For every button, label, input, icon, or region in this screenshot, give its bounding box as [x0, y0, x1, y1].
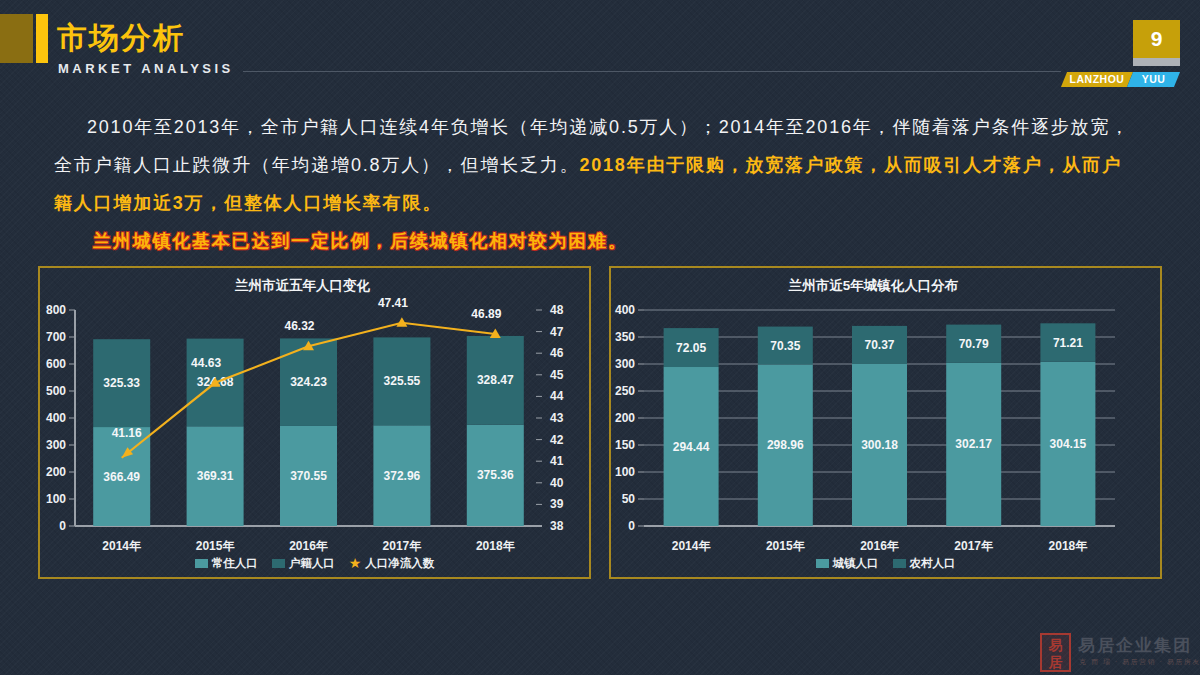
- company-name: 易居企业集团: [1078, 634, 1192, 657]
- y-axis-label: 250: [615, 384, 635, 398]
- y2-axis-label: 39: [550, 497, 564, 511]
- legend-item: 城镇人口: [816, 556, 879, 571]
- category-label: 2016年: [860, 539, 899, 553]
- bar-value-label: 366.49: [103, 470, 140, 484]
- bar-value-label: 372.96: [384, 469, 421, 483]
- y-axis-label: 50: [622, 492, 636, 506]
- category-label: 2016年: [289, 539, 328, 553]
- bar-value-label: 370.55: [290, 469, 327, 483]
- y2-axis-label: 46: [550, 346, 564, 360]
- bar-value-label: 302.17: [955, 437, 992, 451]
- bar-value-label: 324.23: [290, 375, 327, 389]
- slide: 市场分析 MARKET ANALYSIS 9 LANZHOU YUU 2010年…: [0, 0, 1200, 675]
- y-axis-label: 100: [46, 492, 66, 506]
- chart-legend: 城镇人口农村人口: [611, 556, 1160, 571]
- legend-item: 农村人口: [893, 556, 956, 571]
- chart-title: 兰州市近五年人口变化: [234, 277, 371, 293]
- legend-swatch-icon: [272, 559, 285, 568]
- chart-legend: 常住人口户籍人口 ★人口净流入数: [40, 556, 589, 571]
- y-axis-label: 700: [46, 330, 66, 344]
- legend-swatch-icon: [893, 559, 906, 568]
- legend-item: 常住人口: [195, 556, 258, 571]
- y-axis-label: 100: [615, 465, 635, 479]
- chart-panel-population-change: 兰州市近五年人口变化 0 100 200 300 400 500 600 700 800 38 39 4…: [38, 266, 591, 579]
- company-seal-icon: 易居: [1040, 633, 1071, 672]
- line-marker: [396, 317, 407, 327]
- intro-line-3: 籍人口增加近3万，但整体人口增长率有限。: [54, 184, 1144, 222]
- bar-value-label: 70.79: [959, 337, 989, 351]
- bar-value-label: 375.36: [477, 468, 514, 482]
- bar-value-label: 72.05: [676, 341, 706, 355]
- y-axis-label: 400: [615, 303, 635, 317]
- bar-value-label: 300.18: [861, 438, 898, 452]
- y2-axis-label: 44: [550, 389, 564, 403]
- category-label: 2015年: [196, 539, 235, 553]
- line-value-label: 44.63: [191, 356, 221, 370]
- page-title: 市场分析: [57, 18, 185, 59]
- y2-axis-label: 40: [550, 476, 564, 490]
- badge-lanzhou: LANZHOU: [1061, 72, 1133, 87]
- legend-item: 户籍人口: [272, 556, 335, 571]
- category-label: 2014年: [102, 539, 141, 553]
- y-axis-label: 300: [46, 438, 66, 452]
- intro-line-4: 兰州城镇化基本已达到一定比例，后续城镇化相对较为困难。: [93, 222, 1144, 260]
- y-axis-label: 300: [615, 357, 635, 371]
- intro-line-2: 全市户籍人口止跌微升（年均递增0.8万人），但增长乏力。2018年由于限购，放宽…: [54, 146, 1144, 184]
- y-axis-label: 500: [46, 384, 66, 398]
- intro-paragraph: 2010年至2013年，全市户籍人口连续4年负增长（年均递减0.5万人）；201…: [54, 108, 1144, 260]
- bar-value-label: 328.47: [477, 373, 514, 387]
- y-axis-label: 350: [615, 330, 635, 344]
- category-label: 2015年: [766, 539, 805, 553]
- bar-value-label: 325.33: [103, 376, 140, 390]
- bar-value-label: 369.31: [197, 469, 234, 483]
- category-label: 2018年: [476, 539, 515, 553]
- y2-axis-label: 38: [550, 519, 564, 533]
- line-value-label: 46.32: [284, 319, 314, 333]
- line-value-label: 47.41: [378, 296, 408, 310]
- bar-value-label: 294.44: [673, 440, 710, 454]
- page-number: 9: [1133, 20, 1180, 58]
- legend-item: ★人口净流入数: [349, 556, 435, 571]
- y-axis-label: 600: [46, 357, 66, 371]
- legend-swatch-icon: [816, 559, 829, 568]
- y2-axis-label: 43: [550, 411, 564, 425]
- page-subtitle: MARKET ANALYSIS: [58, 61, 234, 76]
- intro-line-1: 2010年至2013年，全市户籍人口连续4年负增长（年均递减0.5万人）；201…: [54, 108, 1144, 146]
- line-value-label: 46.89: [471, 307, 501, 321]
- category-label: 2017年: [383, 539, 422, 553]
- company-tagline: 克 而 瑞 · 易居营销 · 易居房友: [1079, 657, 1200, 667]
- y2-axis-label: 42: [550, 433, 564, 447]
- title-accent-bar: [36, 14, 48, 63]
- y2-axis-label: 41: [550, 454, 564, 468]
- header-divider-line: [243, 71, 1061, 72]
- line-value-label: 41.16: [112, 426, 142, 440]
- category-label: 2018年: [1049, 539, 1088, 553]
- title-accent-block: [0, 14, 33, 63]
- chart-panel-urbanization: 兰州市近5年城镇化人口分布 0 50 100 150 200 250 300 350 400 294…: [609, 266, 1162, 579]
- bar-value-label: 298.96: [767, 438, 804, 452]
- bar-value-label: 304.15: [1050, 437, 1087, 451]
- bar-value-label: 70.37: [864, 338, 894, 352]
- page-number-strip: [1133, 58, 1180, 66]
- y-axis-label: 0: [59, 519, 66, 533]
- category-label: 2014年: [672, 539, 711, 553]
- y-axis-label: 200: [615, 411, 635, 425]
- y-axis-label: 400: [46, 411, 66, 425]
- y-axis-label: 200: [46, 465, 66, 479]
- badge-yuu: YUU: [1127, 72, 1180, 87]
- y2-axis-label: 45: [550, 368, 564, 382]
- legend-star-icon: ★: [349, 559, 362, 568]
- y2-axis-label: 47: [550, 325, 564, 339]
- y-axis-label: 0: [628, 519, 635, 533]
- y-axis-label: 150: [615, 438, 635, 452]
- bar-value-label: 71.21: [1053, 336, 1083, 350]
- legend-swatch-icon: [195, 559, 208, 568]
- bar-value-label: 70.35: [770, 339, 800, 353]
- y2-axis-label: 48: [550, 303, 564, 317]
- y-axis-label: 800: [46, 303, 66, 317]
- bar-value-label: 325.55: [384, 374, 421, 388]
- category-label: 2017年: [954, 539, 993, 553]
- chart-title: 兰州市近5年城镇化人口分布: [788, 278, 959, 293]
